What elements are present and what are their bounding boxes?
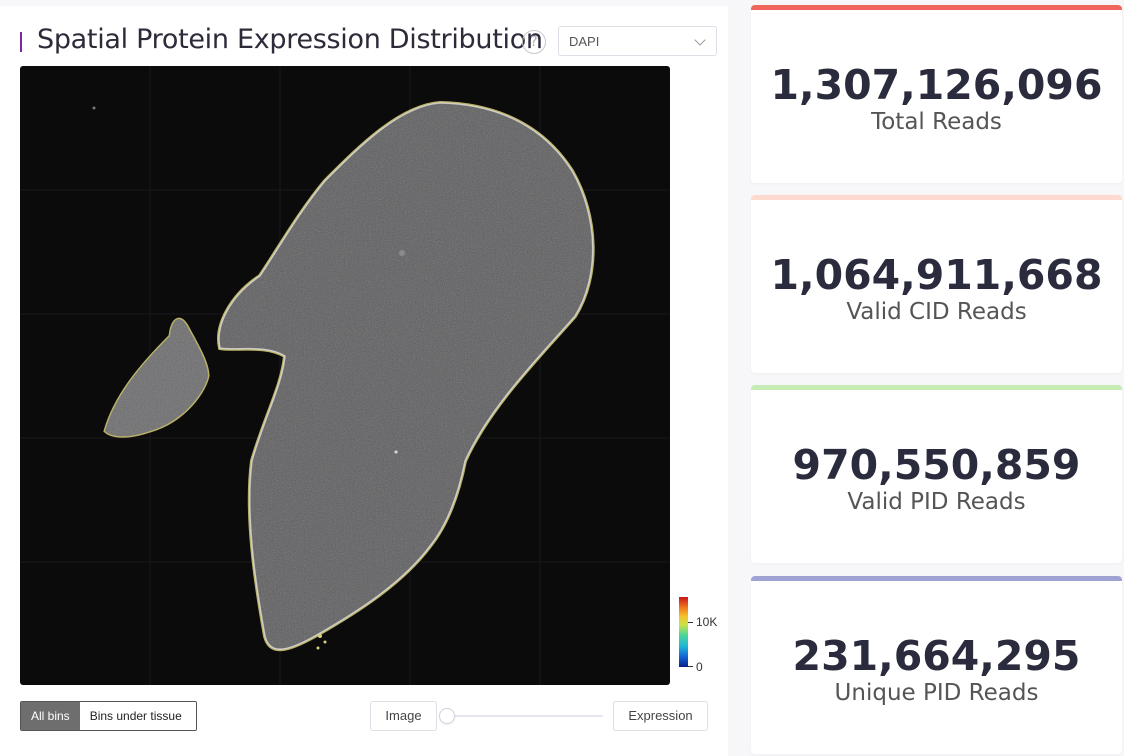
stat-label: Unique PID Reads (834, 680, 1039, 706)
colorbar-tick-max (688, 622, 693, 623)
bins-under-tissue-button[interactable]: Bins under tissue (79, 702, 196, 730)
stat-card-accent-bar (751, 5, 1122, 10)
stat-value: 1,064,911,668 (770, 251, 1103, 299)
expression-button[interactable]: Expression (613, 701, 708, 731)
channel-select[interactable]: DAPI (558, 26, 717, 56)
colorbar-tick-min (688, 666, 693, 667)
stat-card-accent-bar (751, 385, 1122, 390)
stat-card-valid-cid-reads: 1,064,911,668 Valid CID Reads (751, 195, 1122, 373)
stat-card-unique-pid-reads: 231,664,295 Unique PID Reads (751, 576, 1122, 754)
all-bins-button[interactable]: All bins (21, 702, 80, 730)
stat-value: 1,307,126,096 (770, 61, 1103, 109)
stat-card-valid-pid-reads: 970,550,859 Valid PID Reads (751, 385, 1122, 563)
stat-value: 970,550,859 (792, 441, 1081, 489)
stat-label: Valid CID Reads (846, 299, 1027, 325)
panel-title: Spatial Protein Expression Distribution (37, 24, 543, 55)
chevron-down-icon (694, 34, 706, 46)
stat-value: 231,664,295 (792, 632, 1081, 680)
stat-card-accent-bar (751, 576, 1122, 581)
title-accent-bar (20, 32, 22, 52)
colorbar-max-label: 10K (696, 615, 718, 629)
stat-card-accent-bar (751, 195, 1122, 200)
stat-label: Total Reads (871, 109, 1002, 135)
stat-card-total-reads: 1,307,126,096 Total Reads (751, 5, 1122, 183)
image-expression-slider-track[interactable] (447, 715, 603, 717)
tissue-section-image (20, 66, 670, 685)
expression-colorbar (679, 597, 688, 667)
image-button[interactable]: Image (370, 701, 437, 731)
colorbar-min-label: 0 (696, 660, 703, 674)
tissue-image-view[interactable] (20, 66, 670, 685)
bins-toggle: All bins Bins under tissue (20, 701, 197, 731)
help-icon[interactable]: ? (522, 30, 546, 54)
stat-label: Valid PID Reads (847, 489, 1026, 515)
image-expression-slider-handle[interactable] (439, 708, 455, 724)
channel-select-value: DAPI (569, 34, 600, 49)
